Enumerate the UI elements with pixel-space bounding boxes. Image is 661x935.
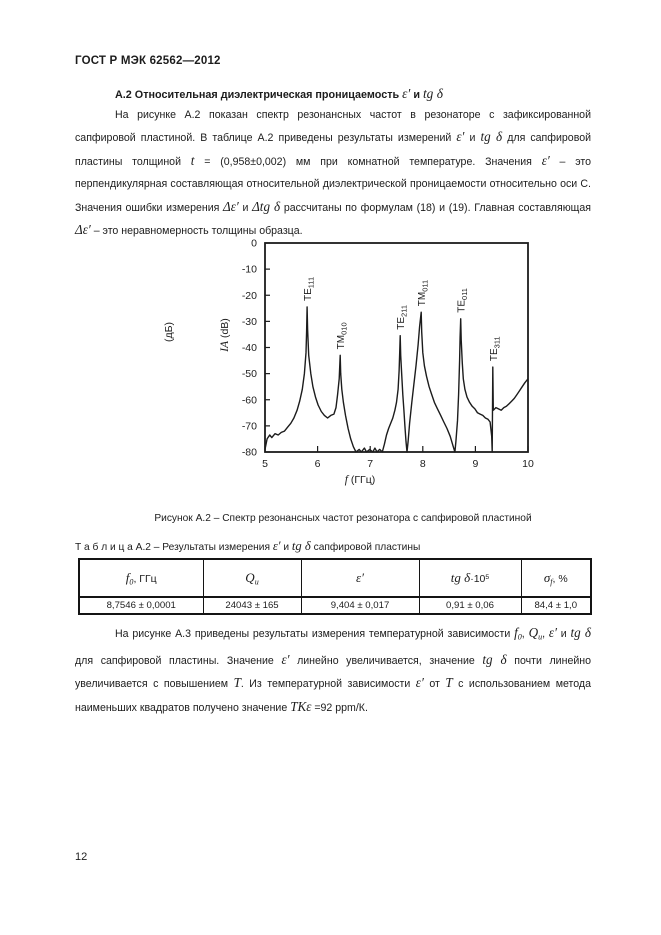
svg-text:8: 8: [420, 458, 426, 470]
x-axis-label: f (ГГц): [345, 474, 376, 486]
svg-text:5: 5: [262, 458, 268, 470]
svg-text:0: 0: [251, 238, 257, 250]
mode-label: TE211: [396, 305, 409, 330]
cell-eps: 9,404 ± 0,017: [300, 596, 420, 615]
col-header-sigma: σf, %: [520, 558, 592, 598]
svg-text:-70: -70: [242, 420, 257, 432]
section-heading: А.2 Относительная диэлектрическая прониц…: [115, 86, 443, 101]
mode-label: TM011: [417, 280, 430, 306]
figure-caption: Рисунок А.2 – Спектр резонансных частот …: [154, 513, 532, 524]
cell-qu: 24043 ± 165: [202, 596, 302, 615]
svg-text:-60: -60: [242, 394, 257, 406]
y-axis-label: IA (dB): [219, 318, 231, 353]
svg-text:-20: -20: [242, 290, 257, 302]
y-axis: 0 -10 -20 -30 -40 -50 -60 -70 -80: [242, 238, 270, 459]
svg-text:-80: -80: [242, 447, 257, 459]
svg-text:10: 10: [522, 458, 534, 470]
col-header-qu: Qu: [202, 558, 302, 598]
cell-f0: 8,7546 ± 0,0001: [78, 596, 204, 615]
spectrum-chart: 0 -10 -20 -30 -40 -50 -60 -70 -80 5 6 7 8 9 10 TE111 TM0…: [163, 238, 534, 487]
mode-label: TE111: [303, 277, 316, 301]
table-title: Т а б л и ц а А.2 – Результаты измерения…: [75, 539, 421, 553]
cell-tgd: 0,91 ± 0,06: [418, 596, 522, 615]
svg-text:9: 9: [472, 458, 478, 470]
table-header-row: f0, ГГц Qu ε′ tg δ·105 σf, %: [78, 558, 592, 598]
svg-text:6: 6: [315, 458, 321, 470]
mode-label: TM010: [336, 322, 349, 349]
page-number: 12: [75, 851, 88, 863]
results-table: f0, ГГц Qu ε′ tg δ·105 σf, % 8,7546 ± 0,…: [78, 558, 592, 615]
spectrum-curve: [264, 306, 529, 453]
table-row: 8,7546 ± 0,0001 24043 ± 165 9,404 ± 0,01…: [78, 596, 592, 615]
mode-label: TE011: [457, 288, 470, 313]
y-axis-label-ru: (дБ): [163, 322, 175, 342]
svg-text:-30: -30: [242, 316, 257, 328]
x-axis: 5 6 7 8 9 10: [262, 446, 534, 470]
mode-label: TE311: [489, 336, 502, 361]
paragraph-1: На рисунке А.2 показан спектр резонансны…: [75, 109, 592, 238]
col-header-tgd: tg δ·105: [418, 558, 522, 598]
paragraph-2: На рисунке А.3 приведены результаты изме…: [75, 625, 592, 714]
cell-sigma: 84,4 ± 1,0: [520, 596, 592, 615]
svg-text:-50: -50: [242, 368, 257, 380]
col-header-f0: f0, ГГц: [78, 558, 204, 598]
col-header-eps: ε′: [300, 558, 420, 598]
svg-text:-10: -10: [242, 264, 257, 276]
svg-text:7: 7: [367, 458, 373, 470]
svg-text:-40: -40: [242, 342, 257, 354]
doc-header: ГОСТ Р МЭК 62562—2012: [75, 55, 221, 67]
